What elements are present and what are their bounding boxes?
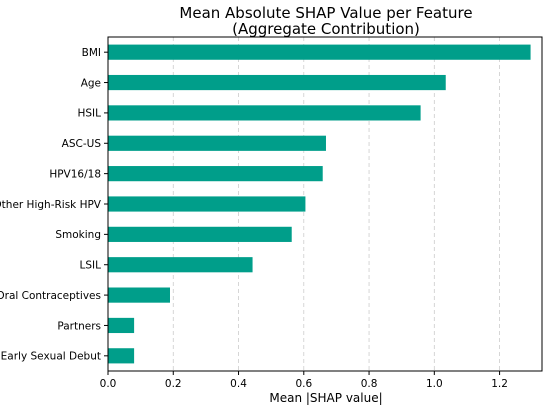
x-tick-label: 1.2 — [491, 378, 508, 390]
plot-frame — [107, 36, 543, 372]
bar-lsil — [108, 257, 253, 273]
y-tick-label: ASC-US — [62, 138, 102, 150]
x-tick-label: 0.8 — [361, 378, 378, 390]
y-tick-label: Early Sexual Debut — [1, 351, 101, 363]
y-tick-label: BMI — [82, 47, 101, 59]
y-tick-label: Smoking — [55, 229, 101, 241]
y-tick-label: LSIL — [80, 260, 102, 272]
bar-partners — [108, 317, 135, 334]
x-tick-label: 0.4 — [230, 378, 247, 390]
y-tick-label: HSIL — [77, 108, 101, 120]
y-tick-label: Other High-Risk HPV — [0, 199, 102, 211]
chart-title: Mean Absolute SHAP Value per Feature — [179, 4, 472, 22]
bar-hpv16-18 — [108, 166, 323, 182]
y-tick-label: Partners — [57, 320, 101, 332]
bar-hsil — [108, 105, 421, 121]
bar-age — [108, 74, 446, 91]
x-axis-ticks: 0.0 0.2 0.4 0.6 0.8 1.0 1.2 — [100, 371, 508, 390]
y-tick-label: Oral Contraceptives — [0, 290, 101, 302]
y-tick-label: Age — [81, 77, 101, 89]
x-tick-label: 0.0 — [100, 378, 117, 390]
bar-early-sexual-debut — [108, 348, 135, 364]
x-axis-label: Mean |SHAP value| — [269, 391, 382, 405]
bar-asc-us — [108, 135, 326, 151]
bar-oral-contraceptives — [108, 287, 170, 303]
x-tick-label: 0.2 — [165, 378, 182, 390]
x-tick-label: 1.0 — [426, 378, 443, 390]
bar-bmi — [108, 44, 531, 60]
bar-smoking — [108, 226, 292, 242]
chart-subtitle: (Aggregate Contribution) — [232, 20, 420, 38]
x-tick-label: 0.6 — [295, 378, 312, 390]
y-axis-ticks: BMI Age HSIL ASC-US HPV16/18 Other High-Risk … — [0, 47, 108, 363]
bar-other-high-risk-hpv — [108, 196, 306, 212]
y-tick-label: HPV16/18 — [49, 168, 101, 180]
bars — [108, 44, 531, 364]
